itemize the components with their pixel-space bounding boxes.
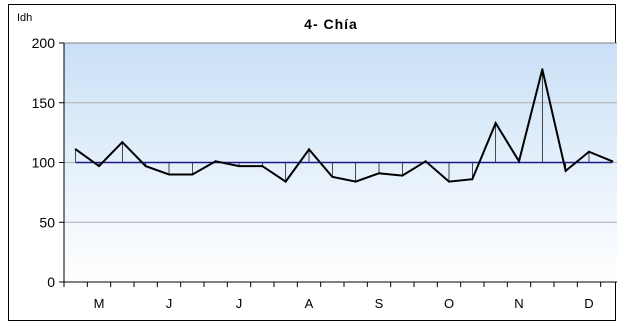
data-point — [238, 165, 240, 168]
data-point — [284, 180, 287, 183]
data-point — [74, 148, 77, 151]
data-point — [611, 160, 614, 163]
data-point — [354, 180, 357, 183]
x-tick-label: A — [305, 296, 314, 311]
data-point — [424, 160, 427, 163]
data-point — [448, 180, 450, 183]
series-line — [75, 69, 613, 183]
data-point — [261, 165, 264, 168]
y-tick-label: 50 — [39, 214, 55, 230]
x-tick-label: D — [584, 296, 593, 311]
data-point — [494, 122, 497, 125]
data-point — [214, 160, 217, 163]
data-point — [98, 165, 100, 168]
data-point — [401, 174, 404, 177]
data-point — [191, 173, 194, 176]
data-point — [168, 173, 170, 176]
y-tick-label: 0 — [47, 274, 55, 290]
data-point — [378, 172, 380, 175]
data-point — [121, 141, 124, 144]
x-tick-label: O — [444, 296, 454, 311]
y-tick-label: 150 — [32, 95, 56, 111]
x-tick-label: J — [166, 296, 173, 311]
x-tick-label: J — [236, 296, 243, 311]
data-point — [564, 169, 567, 172]
y-tick-label: 200 — [32, 35, 56, 51]
data-point — [308, 148, 310, 151]
data-point — [144, 165, 147, 168]
y-axis-label: Idh — [17, 12, 32, 24]
x-tick-label: M — [94, 296, 105, 311]
data-point — [541, 68, 544, 71]
data-point — [471, 178, 474, 181]
y-tick-label: 100 — [32, 155, 56, 171]
chart-title: 4- Chía — [304, 16, 358, 32]
x-tick-label: N — [514, 296, 523, 311]
data-point — [588, 150, 590, 153]
line-chart: 4- Chía Idh 0 50 100 150 200 M J J A S O N D — [17, 12, 617, 311]
chart-frame: 4- Chía Idh 0 50 100 150 200 M J J A S O N D — [8, 4, 617, 321]
x-tick-label: S — [375, 296, 384, 311]
data-point — [331, 175, 334, 178]
data-point — [518, 160, 520, 163]
